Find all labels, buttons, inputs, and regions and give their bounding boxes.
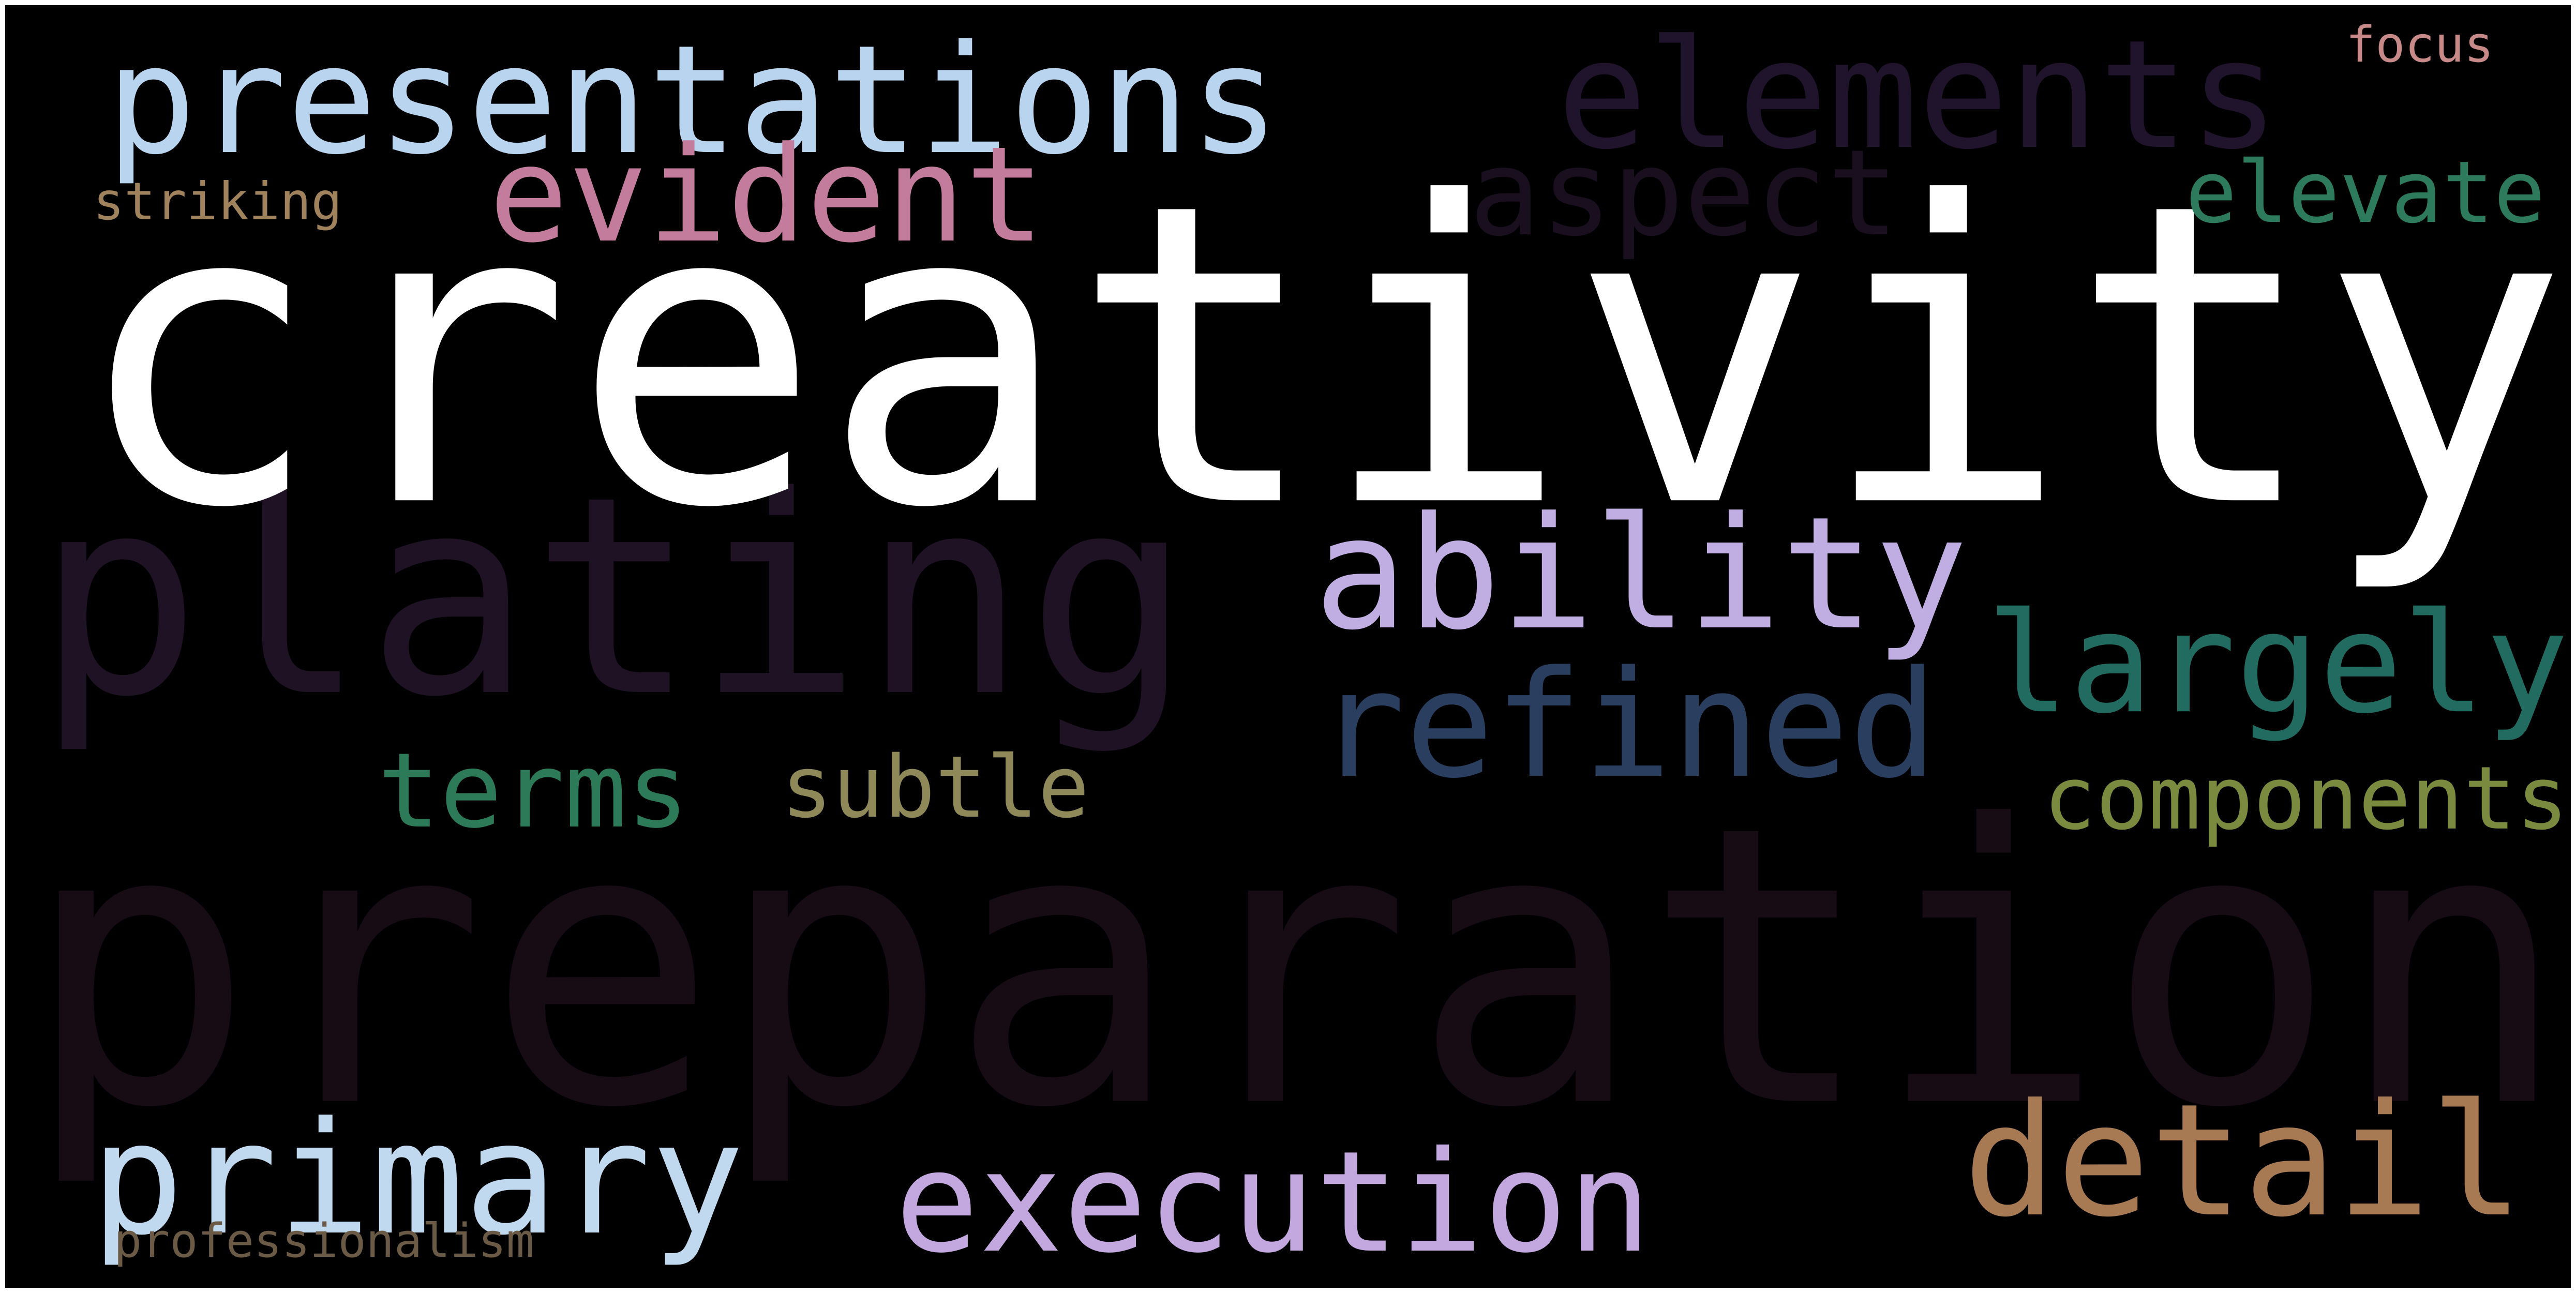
word-detail: detail bbox=[1963, 1071, 2524, 1251]
word-evident: evident bbox=[489, 118, 1045, 272]
word-focus: focus bbox=[2346, 17, 2494, 73]
word-subtle: subtle bbox=[781, 738, 1090, 837]
word-terms: terms bbox=[378, 731, 690, 851]
word-plating: plating bbox=[36, 438, 1192, 757]
word-components: components bbox=[2043, 748, 2569, 850]
word-aspect: aspect bbox=[1469, 125, 1899, 263]
word-striking: striking bbox=[93, 171, 342, 232]
word-cloud: preparation plating elements aspect crea… bbox=[5, 5, 2571, 1288]
word-largely: largely bbox=[1986, 583, 2569, 745]
word-presentations: presentations bbox=[106, 13, 1280, 188]
word-creativity: creativity bbox=[72, 115, 2569, 598]
word-professionalism: professionalism bbox=[114, 1214, 534, 1268]
word-refined: refined bbox=[1316, 639, 1938, 811]
word-elements: elements bbox=[1557, 8, 2280, 183]
word-preparation: preparation bbox=[23, 744, 2569, 1192]
word-execution: execution bbox=[895, 1121, 1652, 1284]
word-elevate: elevate bbox=[2185, 143, 2545, 242]
word-primary: primary bbox=[91, 1089, 745, 1269]
word-ability: ability bbox=[1314, 484, 1968, 664]
